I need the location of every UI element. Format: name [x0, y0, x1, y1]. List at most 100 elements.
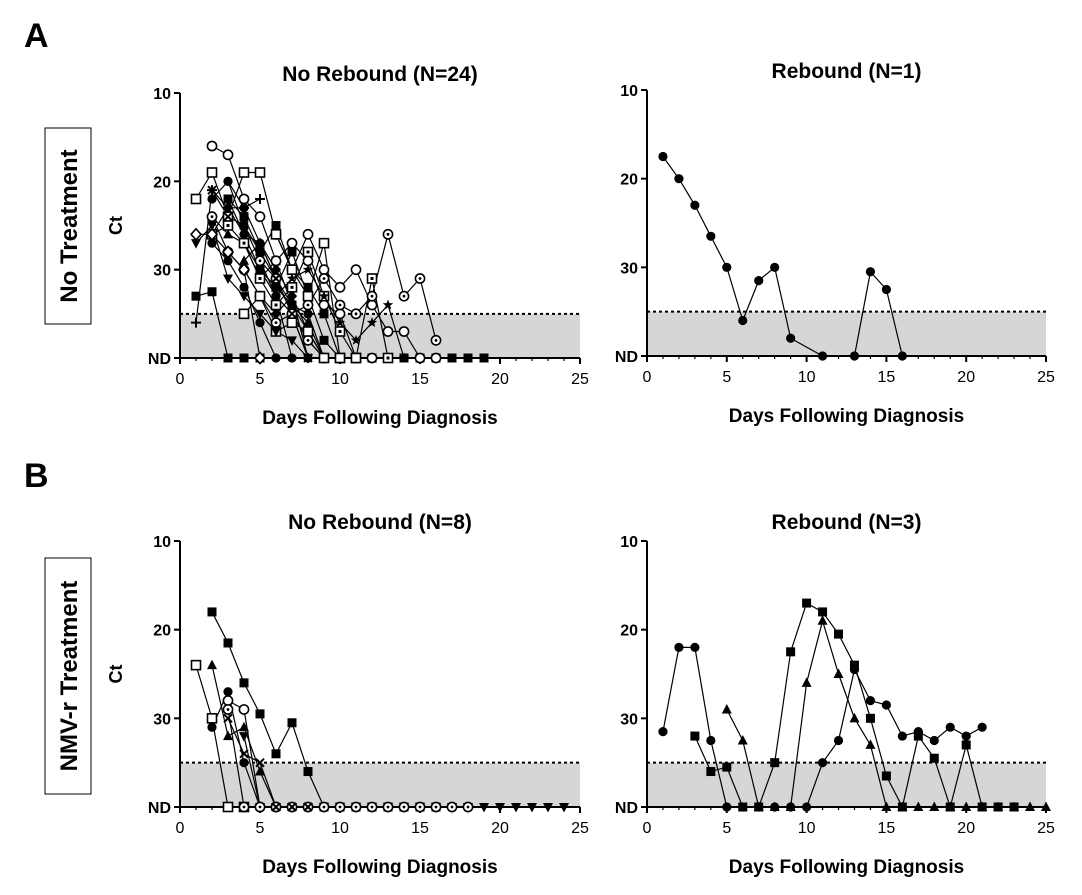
data-point-dotted-circle	[366, 290, 378, 302]
y-tick-label: ND	[615, 800, 638, 817]
x-tick-label: 10	[798, 369, 816, 386]
data-point-open-circle	[238, 193, 250, 205]
data-point-inverted-triangle	[479, 803, 489, 813]
data-point-inverted-triangle	[527, 803, 537, 813]
data-point-filled-diamond	[271, 264, 281, 276]
data-point-filled-square	[929, 753, 939, 763]
x-tick-label: 5	[722, 369, 731, 386]
data-point-filled-square	[239, 353, 249, 363]
data-point-star	[350, 334, 362, 345]
data-point-filled-circle	[945, 722, 955, 732]
data-point-filled-circle	[897, 351, 907, 361]
data-point-filled-triangle	[945, 801, 956, 811]
x-tick-label: 20	[491, 371, 509, 388]
data-point-filled-square	[319, 335, 329, 345]
row-label-box-nmvr-treatment	[44, 557, 92, 795]
y-tick-label: 30	[153, 263, 171, 280]
data-point-open-circle	[366, 352, 378, 364]
data-point-dotted-circle	[398, 801, 410, 813]
not-detected-region	[647, 311, 1046, 356]
data-point-filled-square	[271, 221, 281, 230]
data-point-filled-square	[479, 353, 489, 363]
data-point-filled-circle	[786, 333, 796, 343]
data-point-open-square	[286, 264, 298, 275]
x-tick-label: 15	[878, 820, 896, 837]
data-point-open-circle	[398, 326, 410, 337]
y-tick-label: 20	[153, 623, 171, 640]
data-point-open-square	[334, 352, 346, 364]
data-point-filled-square	[223, 638, 233, 648]
data-point-star	[334, 317, 346, 328]
data-point-filled-triangle	[833, 668, 844, 678]
data-point-filled-circle	[865, 267, 876, 277]
x-tick-label: 20	[957, 369, 975, 386]
data-point-dotted-circle	[462, 801, 474, 813]
data-point-open-circle	[334, 281, 346, 293]
panel-a-no-rebound: 10 20 30 ND 0 5 10 15 20 25 No Rebound (N=24) Days …	[106, 63, 589, 429]
data-point-filled-circle	[223, 256, 233, 266]
data-point-x	[255, 247, 265, 257]
data-point-x	[271, 802, 281, 812]
data-point-filled-square	[690, 731, 700, 741]
data-point-filled-circle	[690, 642, 700, 653]
data-point-open-circle	[254, 211, 266, 223]
data-point-filled-circle	[287, 353, 297, 363]
data-point-dotted-circle	[382, 801, 394, 813]
data-point-inverted-triangle	[511, 803, 521, 813]
data-point-filled-circle	[690, 200, 700, 210]
y-axis-label: Ct	[106, 216, 126, 235]
data-point-open-square	[254, 167, 266, 178]
data-point-dotted-square	[302, 246, 314, 258]
data-point-dotted-circle	[270, 317, 282, 329]
data-point-open-circle	[286, 237, 298, 249]
data-point-filled-square	[319, 309, 329, 319]
data-point-filled-triangle	[753, 801, 764, 811]
data-point-star	[318, 290, 330, 301]
data-point-filled-square	[303, 282, 313, 292]
panel-label-a: A	[24, 17, 49, 55]
x-tick-label: 0	[176, 371, 185, 388]
data-point-filled-square	[722, 762, 732, 772]
data-point-filled-circle	[658, 727, 668, 737]
data-point-filled-triangle	[769, 801, 780, 811]
data-point-open-square	[286, 317, 298, 328]
data-point-x	[271, 273, 281, 284]
series-line-3	[195, 664, 244, 808]
data-point-filled-circle	[223, 176, 233, 186]
data-point-dotted-circle	[334, 801, 346, 813]
data-point-dotted-square	[286, 282, 298, 293]
data-point-plus	[223, 202, 233, 213]
chart-title: No Rebound (N=8)	[288, 511, 472, 534]
x-axis-label: Days Following Diagnosis	[262, 857, 497, 878]
data-point-filled-circle	[738, 315, 748, 326]
data-point-x	[303, 802, 313, 812]
data-point-filled-diamond	[239, 228, 249, 240]
data-point-dotted-square	[254, 273, 266, 284]
data-point-filled-triangle	[913, 801, 924, 811]
data-point-filled-square	[223, 353, 233, 363]
x-tick-label: 25	[1037, 369, 1055, 386]
data-point-filled-square	[239, 212, 249, 222]
data-point-filled-triangle	[223, 730, 233, 741]
panel-label-b: B	[24, 457, 49, 495]
data-point-x	[303, 353, 313, 363]
data-point-filled-triangle	[255, 766, 265, 776]
data-point-filled-square	[786, 647, 796, 657]
data-point-dotted-circle	[302, 334, 314, 346]
data-point-filled-triangle	[239, 255, 249, 265]
data-point-filled-circle	[897, 731, 907, 741]
data-point-filled-square	[239, 678, 249, 688]
data-point-filled-triangle	[865, 739, 876, 749]
data-point-filled-triangle	[849, 712, 860, 723]
x-tick-label: 25	[1037, 820, 1055, 837]
y-tick-label: 20	[620, 623, 638, 640]
data-point-filled-triangle	[207, 659, 217, 670]
data-point-open-square	[302, 290, 314, 302]
row-label-no-treatment: No Treatment	[56, 149, 83, 302]
data-point-filled-circle	[833, 735, 844, 746]
data-point-x	[287, 802, 297, 812]
data-point-open-square	[254, 290, 266, 302]
data-point-filled-circle	[303, 309, 313, 319]
data-point-open-circle	[366, 299, 378, 311]
data-point-filled-circle	[706, 231, 716, 241]
